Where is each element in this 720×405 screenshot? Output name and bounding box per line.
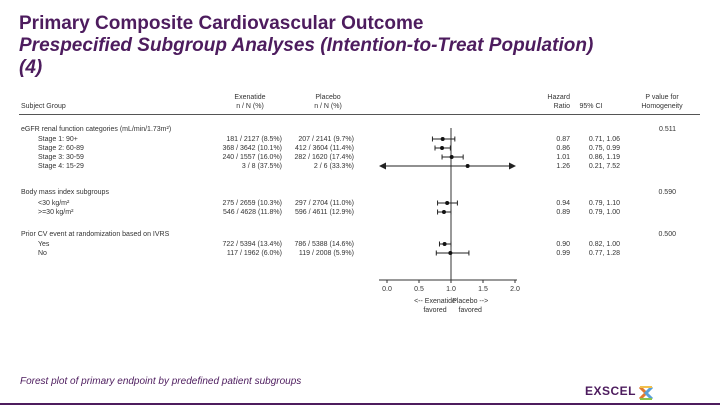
- row-placebo: 2 / 6 (33.3%): [313, 163, 354, 170]
- row-label: No: [38, 250, 47, 257]
- row-ci: 0.21, 7.52: [588, 163, 620, 170]
- row-ci: 0.71, 1.06: [588, 136, 620, 143]
- group-label-prior-cv: Prior CV event at randomization based on…: [21, 231, 170, 238]
- row-placebo: 297 / 2704 (11.0%): [294, 200, 354, 207]
- row-placebo: 786 / 5388 (14.6%): [294, 241, 354, 248]
- slide-title: Primary Composite Cardiovascular Outcome…: [19, 13, 593, 79]
- row-placebo: 282 / 1620 (17.4%): [294, 154, 354, 161]
- x-tick-label: 1.5: [478, 286, 488, 293]
- hazard-ratio-point: [449, 155, 454, 159]
- row-placebo: 207 / 2141 (9.7%): [298, 136, 354, 143]
- row-exenatide: 275 / 2659 (10.3%): [222, 200, 282, 207]
- x-tick-label: 0.0: [382, 286, 392, 293]
- header-divider: [19, 114, 700, 115]
- row-placebo: 596 / 4611 (12.9%): [294, 209, 354, 216]
- row-label: <30 kg/m²: [38, 200, 70, 207]
- exscel-logo-icon: [638, 385, 654, 401]
- row-exenatide: 240 / 1557 (16.0%): [222, 154, 282, 161]
- hazard-ratio-point: [440, 146, 445, 150]
- header-exenatide-line2: n / N (%): [236, 103, 264, 110]
- header-placebo-line2: n / N (%): [314, 103, 342, 110]
- x-tick-label: 2.0: [510, 286, 520, 293]
- hazard-ratio-point: [441, 210, 446, 214]
- x-tick-label: 1.0: [446, 286, 456, 293]
- row-ci: 0.86, 1.19: [588, 154, 620, 161]
- exscel-logo-text: EXSCEL: [585, 384, 637, 398]
- row-exenatide: 546 / 4628 (11.8%): [222, 209, 282, 216]
- axis-caption-exenatide: <-- Exenatide: [414, 298, 456, 305]
- pvalue-egfr: 0.511: [659, 126, 676, 133]
- row-label: Stage 1: 90+: [38, 136, 78, 143]
- hazard-ratio-point: [442, 242, 447, 246]
- row-exenatide: 181 / 2127 (8.5%): [226, 136, 282, 143]
- header-95-ci: 95% CI: [579, 103, 603, 110]
- row-label: Yes: [38, 241, 50, 248]
- figure-caption: Forest plot of primary endpoint by prede…: [20, 376, 302, 387]
- bottom-accent-bar: [0, 403, 720, 405]
- header-pvalue-line2: Homogeneity: [641, 103, 683, 110]
- axis-caption-placebo: favored: [459, 307, 482, 314]
- row-hr: 0.90: [556, 241, 570, 248]
- axis-caption-exenatide: favored: [423, 307, 446, 314]
- header-placebo-line1: Placebo: [315, 94, 341, 101]
- row-hr: 0.86: [556, 145, 570, 152]
- row-ci: 0.77, 1.28: [588, 250, 620, 257]
- row-label: Stage 2: 60-89: [38, 145, 84, 152]
- group-label-egfr: eGFR renal function categories (mL/min/1…: [21, 126, 172, 133]
- header-exenatide: Exenatide n / N (%): [220, 93, 280, 111]
- row-hr: 1.01: [556, 154, 570, 161]
- row-hr: 0.89: [556, 209, 570, 216]
- ci-arrow-low: [379, 162, 386, 170]
- hazard-ratio-point: [465, 164, 470, 168]
- pvalue-prior-cv: 0.500: [658, 231, 676, 238]
- row-label: >=30 kg/m²: [38, 209, 74, 216]
- row-ci: 0.75, 0.99: [588, 145, 620, 152]
- header-hazard-line2: Ratio: [553, 103, 570, 110]
- row-label: Stage 3: 30-59: [38, 154, 84, 161]
- row-placebo: 412 / 3604 (11.4%): [294, 145, 354, 152]
- group-label-bmi: Body mass index subgroups: [21, 189, 109, 196]
- x-tick-label: 0.5: [414, 286, 424, 293]
- header-hazard-line1: Hazard: [547, 94, 570, 101]
- title-line-3: (4): [19, 57, 43, 78]
- axis-caption-placebo: Placebo -->: [452, 298, 488, 305]
- hazard-ratio-point: [440, 137, 445, 141]
- row-exenatide: 722 / 5394 (13.4%): [222, 241, 282, 248]
- pvalue-bmi: 0.590: [658, 189, 676, 196]
- row-ci: 0.82, 1.00: [588, 241, 620, 248]
- title-line-2: Prespecified Subgroup Analyses (Intentio…: [19, 35, 594, 56]
- header-p-value: P value for Homogeneity: [632, 93, 692, 111]
- hazard-ratio-point: [445, 201, 450, 205]
- header-pvalue-line1: P value for: [645, 94, 679, 101]
- header-subject-group: Subject Group: [21, 103, 66, 110]
- row-exenatide: 3 / 8 (37.5%): [241, 163, 282, 170]
- row-hr: 1.26: [556, 163, 570, 170]
- hazard-ratio-point: [448, 251, 453, 255]
- header-exenatide-line1: Exenatide: [234, 94, 266, 101]
- header-hazard-ratio: Hazard Ratio: [530, 93, 570, 111]
- row-placebo: 119 / 2008 (5.9%): [298, 250, 354, 257]
- row-ci: 0.79, 1.00: [588, 209, 620, 216]
- row-exenatide: 368 / 3642 (10.1%): [222, 145, 282, 152]
- header-placebo: Placebo n / N (%): [298, 93, 358, 111]
- ci-arrow-high: [509, 162, 516, 170]
- row-hr: 0.99: [556, 250, 570, 257]
- row-hr: 0.94: [556, 200, 570, 207]
- row-label: Stage 4: 15-29: [38, 163, 84, 170]
- title-line-1: Primary Composite Cardiovascular Outcome: [19, 13, 424, 34]
- row-hr: 0.87: [556, 136, 570, 143]
- row-exenatide: 117 / 1962 (6.0%): [226, 250, 282, 257]
- row-ci: 0.79, 1.10: [588, 200, 620, 207]
